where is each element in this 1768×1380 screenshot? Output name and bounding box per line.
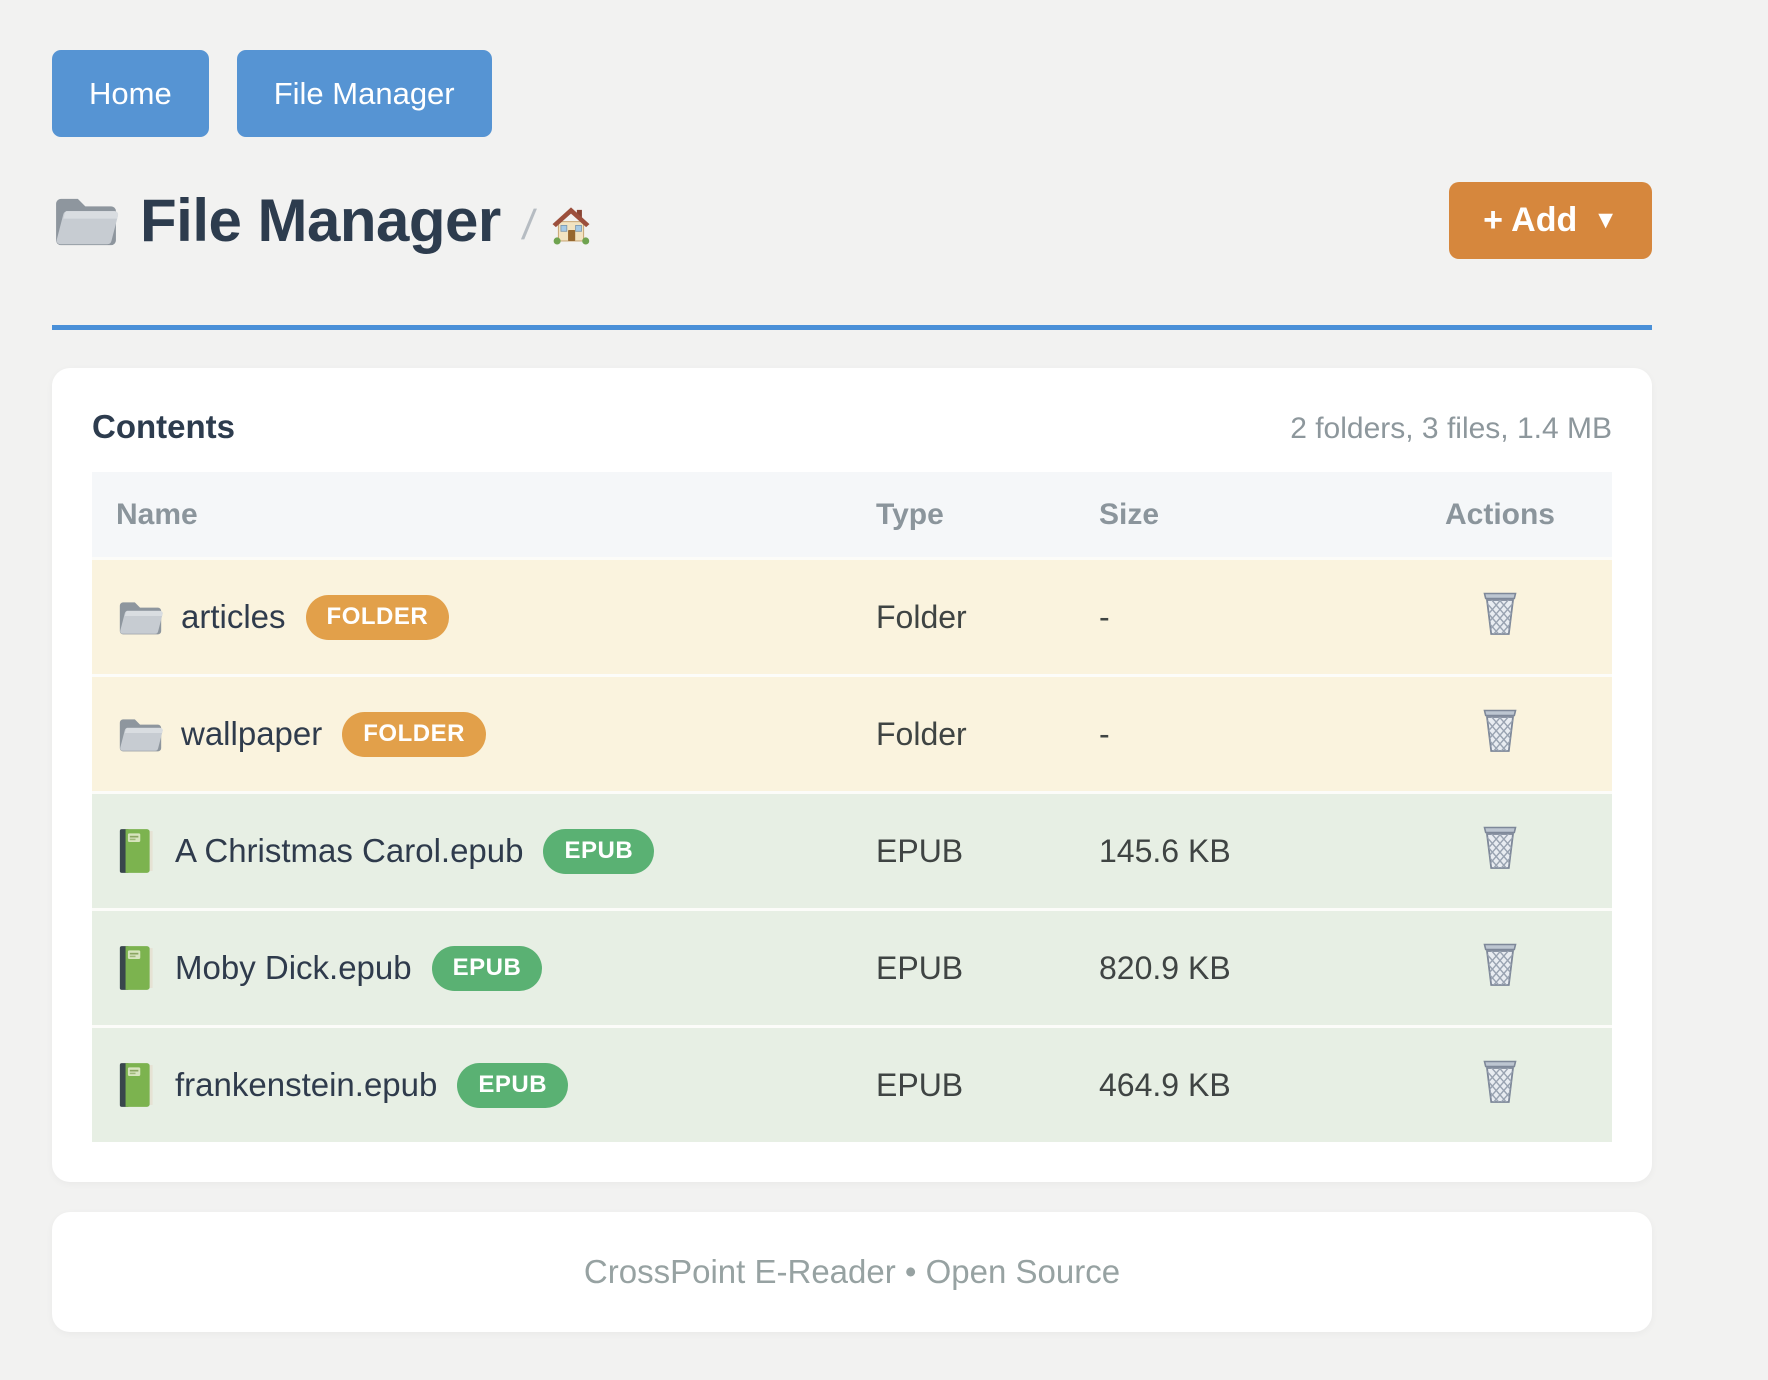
epub-badge: EPUB [457,1062,569,1108]
file-name-link[interactable]: wallpaper [181,715,323,752]
delete-button[interactable] [1478,822,1522,872]
delete-button[interactable] [1478,588,1522,638]
table-header-row: Name Type Size Actions [92,472,1612,559]
file-type: EPUB [875,791,1098,910]
add-button-label: + Add [1483,200,1578,239]
file-name-link[interactable]: Moby Dick.epub [175,949,412,986]
epub-badge: EPUB [431,945,543,991]
file-name-link[interactable]: A Christmas Carol.epub [175,832,524,869]
contents-card: Contents 2 folders, 3 files, 1.4 MB Name… [52,368,1652,1182]
table-row[interactable]: A Christmas Carol.epub EPUB EPUB 145.6 K… [92,791,1612,910]
nav-file-manager-button[interactable]: File Manager [236,50,492,137]
file-table: Name Type Size Actions articles FOLDER F… [92,472,1612,1142]
breadcrumb-separator: / [519,201,538,248]
file-size: 464.9 KB [1098,1025,1388,1142]
table-row[interactable]: Moby Dick.epub EPUB EPUB 820.9 KB [92,908,1612,1027]
contents-title: Contents [92,408,235,445]
footer: CrossPoint E-Reader • Open Source [52,1212,1652,1332]
column-header-size: Size [1098,472,1388,559]
add-button[interactable]: + Add ▼ [1449,181,1652,259]
epub-badge: EPUB [543,828,655,874]
file-size: - [1098,674,1388,793]
delete-button[interactable] [1478,705,1522,755]
book-icon [117,1061,155,1109]
trash-icon [1478,588,1522,638]
trash-icon [1478,822,1522,872]
table-row[interactable]: frankenstein.epub EPUB EPUB 464.9 KB [92,1025,1612,1142]
trash-icon [1478,1056,1522,1106]
file-size: 820.9 KB [1098,908,1388,1027]
nav-home-button[interactable]: Home [52,50,209,137]
file-size: 145.6 KB [1098,791,1388,910]
folder-badge: FOLDER [305,594,450,640]
column-header-actions: Actions [1388,472,1612,559]
page-title: File Manager [140,186,501,254]
contents-summary: 2 folders, 3 files, 1.4 MB [1290,412,1612,445]
folder-icon [52,191,120,249]
page-header: File Manager / + Add ▼ [52,170,1652,270]
footer-text: CrossPoint E-Reader • Open Source [583,1253,1121,1290]
contents-card-header: Contents 2 folders, 3 files, 1.4 MB [92,408,1612,446]
folder-icon [117,714,164,754]
file-type: EPUB [875,1025,1098,1142]
trash-icon [1478,705,1522,755]
book-icon [117,827,155,875]
trash-icon [1478,939,1522,989]
file-type: Folder [875,674,1098,793]
book-icon [117,944,155,992]
top-nav: Home File Manager [52,0,1652,137]
column-header-type: Type [875,472,1098,559]
file-name-link[interactable]: frankenstein.epub [175,1066,438,1103]
folder-badge: FOLDER [342,711,486,757]
chevron-down-icon: ▼ [1593,205,1618,234]
file-size: - [1098,557,1388,676]
table-row[interactable]: articles FOLDER Folder - [92,557,1612,676]
file-type: Folder [875,557,1098,676]
file-name-link[interactable]: articles [181,598,286,635]
header-divider [52,325,1652,330]
table-row[interactable]: wallpaper FOLDER Folder - [92,674,1612,793]
delete-button[interactable] [1478,1056,1522,1106]
page-container: Home File Manager File Manager / + Add ▼… [52,0,1652,1332]
file-type: EPUB [875,908,1098,1027]
folder-icon [117,597,164,637]
house-icon[interactable] [550,204,592,246]
delete-button[interactable] [1478,939,1522,989]
column-header-name: Name [92,472,875,559]
